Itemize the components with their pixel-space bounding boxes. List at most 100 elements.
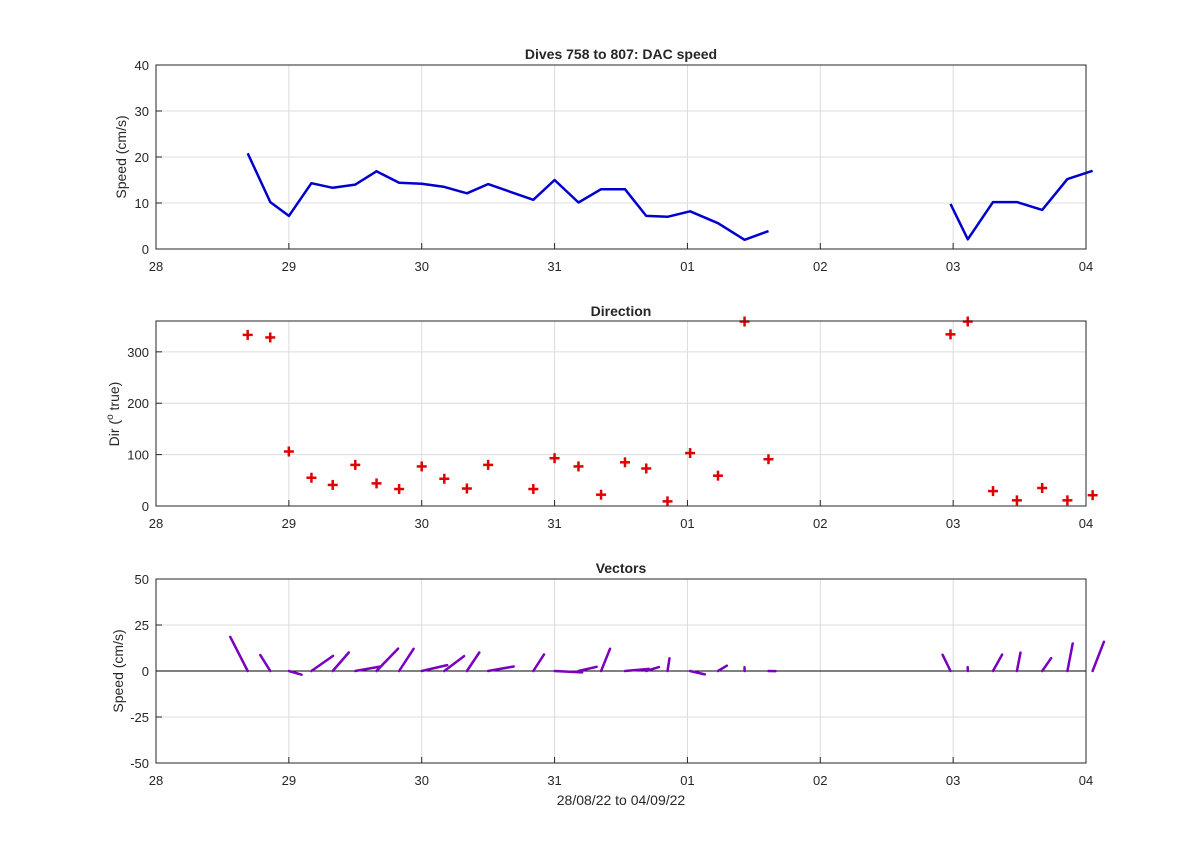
speed-title: Dives 758 to 807: DAC speed <box>525 46 717 62</box>
direction-point <box>371 478 382 489</box>
direction-point <box>394 484 405 495</box>
speed-ylabel: Speed (cm/s) <box>113 115 129 198</box>
vectors-panel: 28 29 30 31 01 02 03 04 -50 -25 0 25 50 Vectors Spee… <box>110 560 1106 808</box>
direction-point <box>962 316 973 327</box>
direction-xtick-label: 28 <box>149 516 163 531</box>
vector-stick <box>486 665 515 673</box>
vector-stick <box>331 651 351 673</box>
speed-panel: 28 29 30 31 01 02 03 04 0 10 20 30 40 Dives 758 to 8… <box>113 46 1093 274</box>
direction-xtick-label: 30 <box>414 516 428 531</box>
direction-ytick-label: 0 <box>142 499 149 514</box>
direction-point <box>685 448 696 459</box>
direction-ylabel: Dir (o true) <box>105 382 122 447</box>
direction-point <box>945 329 956 340</box>
vector-stick <box>553 669 584 674</box>
vectors-ytick-label: -25 <box>130 710 149 725</box>
direction-point <box>596 489 607 500</box>
vector-stick <box>287 669 303 676</box>
vectors-ytick-label: -50 <box>130 756 149 771</box>
vector-stick <box>259 653 272 673</box>
direction-point <box>283 446 294 457</box>
vectors-xlabel: 28/08/22 to 04/09/22 <box>557 792 686 808</box>
vector-stick <box>1040 656 1053 673</box>
direction-markers <box>242 316 1098 507</box>
direction-ytick-label: 300 <box>127 345 149 360</box>
speed-ytick-label: 40 <box>135 58 149 73</box>
vector-stick <box>644 665 661 673</box>
vector-stick <box>991 653 1004 673</box>
vector-stick <box>1015 651 1022 673</box>
vectors-ytick-label: 50 <box>135 572 149 587</box>
direction-point <box>1087 490 1098 501</box>
direction-point <box>763 454 774 465</box>
vectors-title: Vectors <box>596 560 647 576</box>
direction-point <box>439 473 450 484</box>
direction-ytick-label: 100 <box>127 448 149 463</box>
vectors-ylabel: Speed (cm/s) <box>110 629 126 712</box>
speed-line-segment <box>246 152 769 242</box>
vectors-xtick-label: 29 <box>282 773 296 788</box>
speed-ytick-label: 20 <box>135 150 149 165</box>
direction-point <box>265 332 276 343</box>
speed-ytick-label: 10 <box>135 196 149 211</box>
vector-stick <box>443 654 466 673</box>
vector-stick <box>354 665 382 673</box>
direction-xtick-label: 04 <box>1079 516 1093 531</box>
vector-stick <box>688 669 707 676</box>
vectors-xtick-label: 03 <box>946 773 960 788</box>
direction-point <box>712 470 723 481</box>
direction-xtick-label: 31 <box>547 516 561 531</box>
speed-xtick-label: 04 <box>1079 259 1093 274</box>
direction-point <box>549 453 560 464</box>
direction-point <box>619 457 630 468</box>
direction-point <box>483 459 494 470</box>
direction-xtick-label: 03 <box>946 516 960 531</box>
vector-stick <box>229 635 249 673</box>
speed-axes-box <box>155 64 1087 250</box>
direction-point <box>988 486 998 497</box>
speed-xtick-label: 28 <box>149 259 163 274</box>
vector-stick <box>375 647 400 673</box>
vectors-xtick-label: 01 <box>680 773 694 788</box>
vector-stick <box>1091 640 1106 673</box>
vector-stick <box>577 665 598 673</box>
vector-stick <box>1066 642 1074 673</box>
speed-series <box>246 152 1093 242</box>
direction-point <box>573 461 584 472</box>
speed-ytick-label: 30 <box>135 104 149 119</box>
direction-panel: 28 29 30 31 01 02 03 04 0 100 200 300 Direction Dir… <box>105 303 1098 531</box>
speed-ticks: 28 29 30 31 01 02 03 04 0 10 20 30 40 <box>135 58 1094 274</box>
speed-xtick-label: 31 <box>547 259 561 274</box>
direction-point <box>528 484 539 495</box>
vector-stick <box>941 653 952 673</box>
vectors-xtick-label: 31 <box>547 773 561 788</box>
vector-stick <box>716 664 729 673</box>
direction-point <box>242 329 253 340</box>
vector-stick <box>623 667 651 673</box>
vectors-sticks <box>229 635 1106 676</box>
direction-ticks: 28 29 30 31 01 02 03 04 0 100 200 300 <box>127 345 1093 531</box>
vectors-xtick-label: 02 <box>813 773 827 788</box>
vectors-xtick-label: 28 <box>149 773 163 788</box>
vectors-xtick-label: 30 <box>414 773 428 788</box>
direction-xtick-label: 29 <box>282 516 296 531</box>
direction-point <box>350 459 361 470</box>
direction-plot-area <box>156 321 1086 506</box>
direction-point <box>416 461 427 472</box>
direction-ytick-label: 200 <box>127 396 149 411</box>
vector-stick <box>397 647 415 673</box>
direction-point <box>662 496 673 507</box>
vector-stick <box>532 653 546 673</box>
speed-xtick-label: 29 <box>282 259 296 274</box>
direction-point <box>641 463 652 474</box>
vector-stick <box>310 654 335 673</box>
direction-point <box>306 472 317 483</box>
direction-point <box>1062 495 1073 506</box>
vector-stick <box>465 651 481 673</box>
speed-xtick-label: 02 <box>813 259 827 274</box>
vector-stick <box>666 657 671 673</box>
speed-xtick-label: 03 <box>946 259 960 274</box>
direction-point <box>739 316 750 327</box>
speed-xtick-label: 01 <box>680 259 694 274</box>
